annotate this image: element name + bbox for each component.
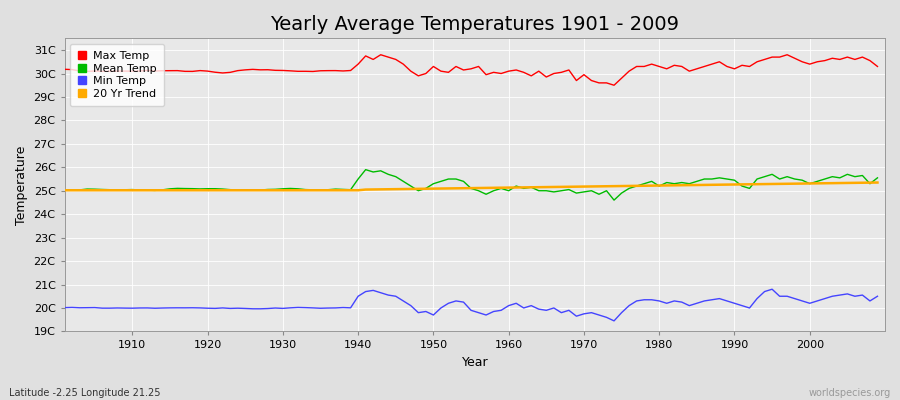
Legend: Max Temp, Mean Temp, Min Temp, 20 Yr Trend: Max Temp, Mean Temp, Min Temp, 20 Yr Tre… (70, 44, 164, 106)
Title: Yearly Average Temperatures 1901 - 2009: Yearly Average Temperatures 1901 - 2009 (270, 15, 680, 34)
Text: Latitude -2.25 Longitude 21.25: Latitude -2.25 Longitude 21.25 (9, 388, 160, 398)
Text: worldspecies.org: worldspecies.org (809, 388, 891, 398)
Y-axis label: Temperature: Temperature (15, 145, 28, 224)
X-axis label: Year: Year (462, 356, 488, 369)
